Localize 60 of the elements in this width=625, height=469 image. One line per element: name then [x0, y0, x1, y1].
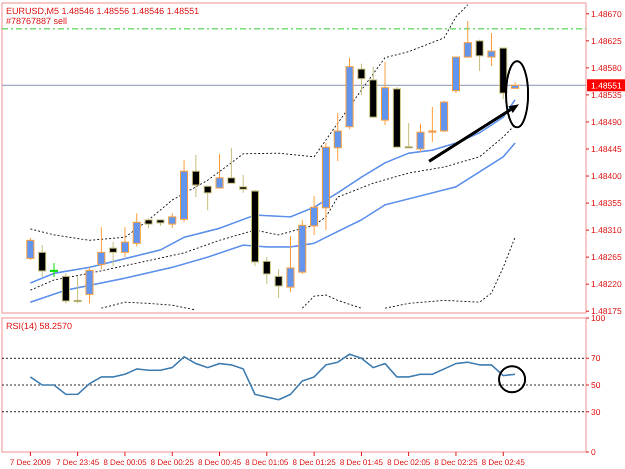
candlestick — [286, 236, 294, 292]
candlestick — [97, 226, 106, 270]
y-tick-label: 1.48355 — [591, 198, 622, 208]
candlestick — [204, 186, 212, 211]
x-tick-label: 8 Dec 01:45 — [340, 458, 384, 467]
y-tick-label: 1.48535 — [591, 90, 622, 100]
chart-title: EURUSD,M5 1.48546 1.48556 1.48546 1.48551 — [6, 6, 200, 16]
candlestick — [416, 123, 425, 152]
candlestick — [168, 212, 176, 229]
y-tick-label: 1.48445 — [591, 144, 622, 154]
x-tick-label: 8 Dec 01:05 — [245, 458, 289, 467]
y-tick-label: 70 — [591, 353, 601, 364]
candlestick — [74, 276, 82, 304]
candlestick — [227, 147, 236, 184]
candlestick — [215, 153, 224, 189]
x-tick-label: 7 Dec 23:45 — [56, 458, 100, 467]
line-series — [30, 142, 516, 303]
x-tick-label: 8 Dec 02:25 — [434, 458, 478, 467]
candlestick — [132, 212, 141, 247]
y-tick-label: 1.48400 — [591, 171, 622, 181]
y-tick-label: 1.48625 — [591, 36, 622, 46]
y-tick-label: 50 — [591, 380, 601, 390]
candlestick — [38, 244, 46, 278]
ref-line-label: #78767887 sell — [6, 16, 68, 26]
candlestick — [26, 237, 34, 261]
y-tick-label: 1.48175 — [591, 306, 622, 316]
candlestick — [428, 106, 436, 142]
x-tick-label: 8 Dec 00:25 — [150, 458, 194, 467]
y-tick-label: 1.48490 — [591, 116, 622, 127]
chart-title: RSI(14) 58.2570 — [6, 321, 72, 331]
x-tick-label: 8 Dec 00:05 — [103, 458, 148, 467]
candlestick — [262, 256, 271, 285]
y-tick-label: 30 — [591, 406, 601, 417]
x-tick-label: 8 Dec 00:45 — [198, 458, 242, 467]
candlestick — [144, 218, 153, 229]
y-tick-label: 1.48220 — [591, 279, 622, 290]
y-tick-label: 1.48265 — [591, 252, 622, 262]
candlestick — [310, 195, 318, 236]
candlestick — [192, 154, 200, 198]
y-tick-label: 0 — [591, 446, 596, 457]
y-tick-label: 1.48580 — [591, 62, 622, 73]
candlestick — [487, 32, 496, 67]
candlestick — [334, 112, 342, 162]
candlestick — [239, 174, 248, 194]
x-tick-label: 8 Dec 02:05 — [387, 458, 431, 467]
candlestick — [50, 262, 58, 278]
candlestick — [120, 226, 129, 258]
candlestick — [404, 122, 413, 148]
x-tick-label: 7 Dec 2009 — [10, 458, 52, 467]
line-series — [30, 124, 516, 291]
y-tick-label: 1.48670 — [591, 8, 622, 19]
candlestick — [357, 63, 366, 96]
candlestick — [476, 39, 484, 72]
x-tick-label: 8 Dec 02:45 — [482, 458, 526, 467]
y-tick-label: 1.48310 — [591, 225, 622, 236]
x-tick-label: 8 Dec 01:25 — [292, 458, 336, 467]
candlestick — [109, 242, 118, 267]
ref-line-label: 1.48551 — [591, 80, 622, 90]
candlestick — [464, 20, 472, 58]
candlestick — [274, 268, 283, 298]
